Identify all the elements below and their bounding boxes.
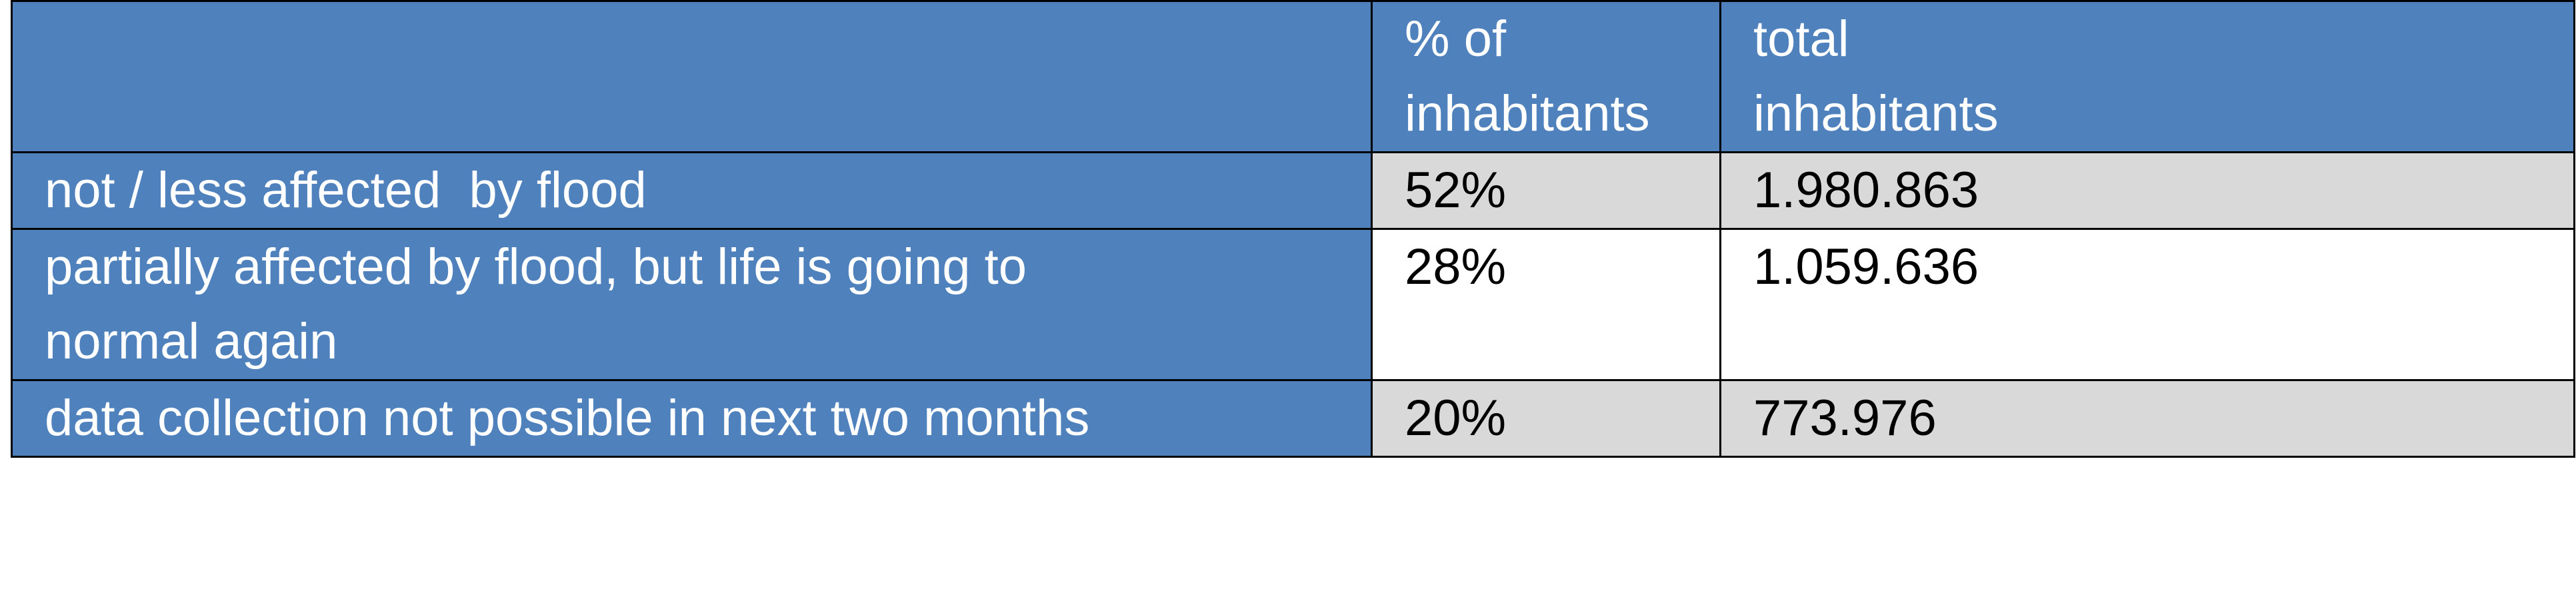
row-label-line2: normal again xyxy=(45,313,338,370)
header-percent-line2: inhabitants xyxy=(1405,85,1650,142)
header-total-line1: total xyxy=(1753,11,1849,67)
row-percent-cell: 52% xyxy=(1371,151,1721,230)
row-label-line1: partially affected by flood, but life is… xyxy=(45,239,1027,295)
row-label-cell: not / less affected by flood xyxy=(11,151,1373,230)
row-total-cell: 1.980.863 xyxy=(1719,151,2575,230)
header-percent-line1: % of xyxy=(1405,11,1507,67)
header-blank-cell xyxy=(11,0,1373,153)
table-row: partially affected by flood, but life is… xyxy=(11,228,2575,381)
row-label-cell: partially affected by flood, but life is… xyxy=(11,228,1373,381)
row-percent-cell: 28% xyxy=(1371,228,1721,381)
row-percent-cell: 20% xyxy=(1371,379,1721,458)
row-label-cell: data collection not possible in next two… xyxy=(11,379,1373,458)
header-percent-cell: % of inhabitants xyxy=(1371,0,1721,153)
row-total-cell: 1.059.636 xyxy=(1719,228,2575,381)
row-label-line1: not / less affected by flood xyxy=(45,162,647,219)
row-label-line1: data collection not possible in next two… xyxy=(45,390,1090,446)
table-row: data collection not possible in next two… xyxy=(11,379,2575,458)
table-row: not / less affected by flood 52% 1.980.8… xyxy=(11,151,2575,230)
row-total-cell: 773.976 xyxy=(1719,379,2575,458)
header-total-line2: inhabitants xyxy=(1753,85,1999,142)
header-total-cell: total inhabitants xyxy=(1719,0,2575,153)
flood-impact-table: % of inhabitants total inhabitants not /… xyxy=(11,0,2575,458)
table-header-row: % of inhabitants total inhabitants xyxy=(11,0,2575,153)
